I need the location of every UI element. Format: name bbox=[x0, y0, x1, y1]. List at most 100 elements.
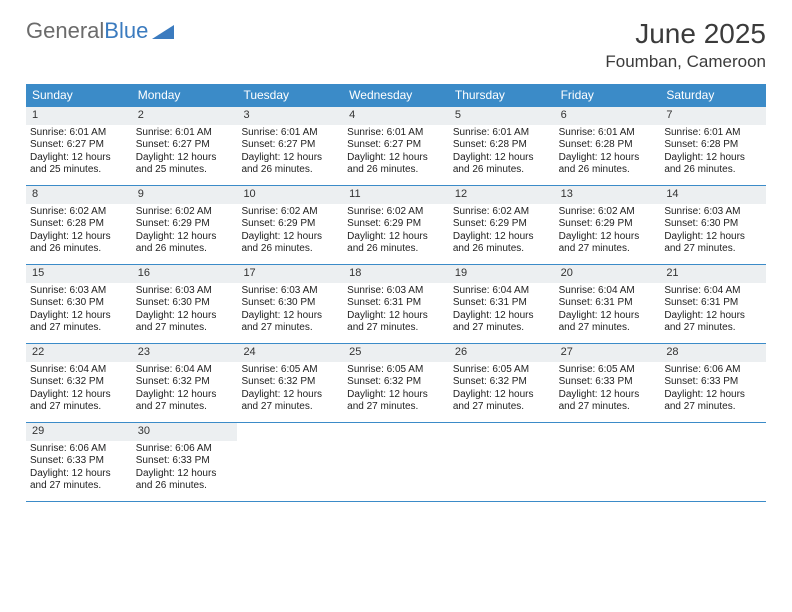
sunrise-text: Sunrise: 6:02 AM bbox=[241, 206, 339, 219]
daylight-line1: Daylight: 12 hours bbox=[136, 310, 234, 323]
day-number: 9 bbox=[132, 186, 238, 204]
daylight-line2: and 27 minutes. bbox=[453, 322, 551, 335]
day-body: Sunrise: 6:04 AMSunset: 6:31 PMDaylight:… bbox=[449, 283, 555, 339]
calendar-day-cell: 16Sunrise: 6:03 AMSunset: 6:30 PMDayligh… bbox=[132, 265, 238, 343]
sunrise-text: Sunrise: 6:01 AM bbox=[664, 127, 762, 140]
day-number: 20 bbox=[555, 265, 661, 283]
day-body: Sunrise: 6:05 AMSunset: 6:32 PMDaylight:… bbox=[237, 362, 343, 418]
sunrise-text: Sunrise: 6:06 AM bbox=[664, 364, 762, 377]
daylight-line2: and 26 minutes. bbox=[30, 243, 128, 256]
day-number: 14 bbox=[660, 186, 766, 204]
day-number: 6 bbox=[555, 107, 661, 125]
sunset-text: Sunset: 6:29 PM bbox=[136, 218, 234, 231]
sunset-text: Sunset: 6:33 PM bbox=[664, 376, 762, 389]
daylight-line1: Daylight: 12 hours bbox=[453, 152, 551, 165]
calendar-day-cell: 14Sunrise: 6:03 AMSunset: 6:30 PMDayligh… bbox=[660, 186, 766, 264]
day-body: Sunrise: 6:02 AMSunset: 6:29 PMDaylight:… bbox=[132, 204, 238, 260]
daylight-line1: Daylight: 12 hours bbox=[241, 310, 339, 323]
calendar-day-cell: 3Sunrise: 6:01 AMSunset: 6:27 PMDaylight… bbox=[237, 107, 343, 185]
daylight-line2: and 27 minutes. bbox=[664, 322, 762, 335]
daylight-line1: Daylight: 12 hours bbox=[136, 152, 234, 165]
sunset-text: Sunset: 6:31 PM bbox=[559, 297, 657, 310]
sunrise-text: Sunrise: 6:05 AM bbox=[559, 364, 657, 377]
calendar-grid: Sunday Monday Tuesday Wednesday Thursday… bbox=[26, 84, 766, 502]
calendar-day-cell: 20Sunrise: 6:04 AMSunset: 6:31 PMDayligh… bbox=[555, 265, 661, 343]
calendar-day-cell: 5Sunrise: 6:01 AMSunset: 6:28 PMDaylight… bbox=[449, 107, 555, 185]
daylight-line2: and 25 minutes. bbox=[30, 164, 128, 177]
calendar-day-cell: 25Sunrise: 6:05 AMSunset: 6:32 PMDayligh… bbox=[343, 344, 449, 422]
calendar-empty-cell bbox=[555, 423, 661, 501]
calendar-empty-cell bbox=[343, 423, 449, 501]
daylight-line1: Daylight: 12 hours bbox=[136, 231, 234, 244]
day-body: Sunrise: 6:05 AMSunset: 6:32 PMDaylight:… bbox=[449, 362, 555, 418]
sunrise-text: Sunrise: 6:01 AM bbox=[453, 127, 551, 140]
calendar-week-row: 29Sunrise: 6:06 AMSunset: 6:33 PMDayligh… bbox=[26, 422, 766, 502]
day-number: 26 bbox=[449, 344, 555, 362]
day-body: Sunrise: 6:01 AMSunset: 6:27 PMDaylight:… bbox=[237, 125, 343, 181]
day-body: Sunrise: 6:05 AMSunset: 6:32 PMDaylight:… bbox=[343, 362, 449, 418]
day-body: Sunrise: 6:04 AMSunset: 6:31 PMDaylight:… bbox=[660, 283, 766, 339]
daylight-line1: Daylight: 12 hours bbox=[241, 389, 339, 402]
calendar-empty-cell bbox=[449, 423, 555, 501]
daylight-line1: Daylight: 12 hours bbox=[559, 389, 657, 402]
calendar-day-cell: 12Sunrise: 6:02 AMSunset: 6:29 PMDayligh… bbox=[449, 186, 555, 264]
brand-part1: General bbox=[26, 18, 104, 44]
day-number: 3 bbox=[237, 107, 343, 125]
calendar-day-cell: 4Sunrise: 6:01 AMSunset: 6:27 PMDaylight… bbox=[343, 107, 449, 185]
day-body: Sunrise: 6:01 AMSunset: 6:27 PMDaylight:… bbox=[343, 125, 449, 181]
sunrise-text: Sunrise: 6:03 AM bbox=[664, 206, 762, 219]
daylight-line1: Daylight: 12 hours bbox=[347, 389, 445, 402]
daylight-line2: and 27 minutes. bbox=[559, 243, 657, 256]
calendar-day-cell: 8Sunrise: 6:02 AMSunset: 6:28 PMDaylight… bbox=[26, 186, 132, 264]
daylight-line2: and 26 minutes. bbox=[453, 243, 551, 256]
day-number: 17 bbox=[237, 265, 343, 283]
daylight-line2: and 26 minutes. bbox=[136, 243, 234, 256]
day-number: 11 bbox=[343, 186, 449, 204]
calendar-day-cell: 30Sunrise: 6:06 AMSunset: 6:33 PMDayligh… bbox=[132, 423, 238, 501]
sunset-text: Sunset: 6:29 PM bbox=[559, 218, 657, 231]
daylight-line1: Daylight: 12 hours bbox=[30, 231, 128, 244]
calendar-day-cell: 17Sunrise: 6:03 AMSunset: 6:30 PMDayligh… bbox=[237, 265, 343, 343]
daylight-line2: and 27 minutes. bbox=[241, 401, 339, 414]
sunset-text: Sunset: 6:32 PM bbox=[136, 376, 234, 389]
daylight-line1: Daylight: 12 hours bbox=[559, 231, 657, 244]
calendar-day-cell: 28Sunrise: 6:06 AMSunset: 6:33 PMDayligh… bbox=[660, 344, 766, 422]
daylight-line1: Daylight: 12 hours bbox=[241, 231, 339, 244]
daylight-line2: and 27 minutes. bbox=[30, 401, 128, 414]
daylight-line1: Daylight: 12 hours bbox=[347, 152, 445, 165]
calendar-weeks: 1Sunrise: 6:01 AMSunset: 6:27 PMDaylight… bbox=[26, 106, 766, 502]
sunrise-text: Sunrise: 6:02 AM bbox=[136, 206, 234, 219]
calendar-page: GeneralBlue June 2025 Foumban, Cameroon … bbox=[0, 0, 792, 612]
day-number: 21 bbox=[660, 265, 766, 283]
calendar-day-cell: 19Sunrise: 6:04 AMSunset: 6:31 PMDayligh… bbox=[449, 265, 555, 343]
daylight-line2: and 27 minutes. bbox=[453, 401, 551, 414]
sunrise-text: Sunrise: 6:01 AM bbox=[241, 127, 339, 140]
daylight-line2: and 27 minutes. bbox=[30, 480, 128, 493]
sunset-text: Sunset: 6:30 PM bbox=[664, 218, 762, 231]
calendar-day-cell: 23Sunrise: 6:04 AMSunset: 6:32 PMDayligh… bbox=[132, 344, 238, 422]
sunset-text: Sunset: 6:32 PM bbox=[241, 376, 339, 389]
sunset-text: Sunset: 6:32 PM bbox=[347, 376, 445, 389]
sunrise-text: Sunrise: 6:01 AM bbox=[30, 127, 128, 140]
day-body: Sunrise: 6:02 AMSunset: 6:29 PMDaylight:… bbox=[449, 204, 555, 260]
sunrise-text: Sunrise: 6:05 AM bbox=[453, 364, 551, 377]
day-number: 16 bbox=[132, 265, 238, 283]
daylight-line2: and 26 minutes. bbox=[347, 243, 445, 256]
day-body: Sunrise: 6:04 AMSunset: 6:32 PMDaylight:… bbox=[26, 362, 132, 418]
day-body: Sunrise: 6:01 AMSunset: 6:28 PMDaylight:… bbox=[660, 125, 766, 181]
sunset-text: Sunset: 6:31 PM bbox=[664, 297, 762, 310]
calendar-day-cell: 11Sunrise: 6:02 AMSunset: 6:29 PMDayligh… bbox=[343, 186, 449, 264]
daylight-line2: and 27 minutes. bbox=[136, 322, 234, 335]
daylight-line1: Daylight: 12 hours bbox=[664, 310, 762, 323]
sunrise-text: Sunrise: 6:03 AM bbox=[347, 285, 445, 298]
sunset-text: Sunset: 6:28 PM bbox=[30, 218, 128, 231]
sunrise-text: Sunrise: 6:03 AM bbox=[241, 285, 339, 298]
sunset-text: Sunset: 6:29 PM bbox=[347, 218, 445, 231]
calendar-empty-cell bbox=[660, 423, 766, 501]
daylight-line2: and 27 minutes. bbox=[136, 401, 234, 414]
calendar-week-row: 1Sunrise: 6:01 AMSunset: 6:27 PMDaylight… bbox=[26, 106, 766, 185]
day-number: 4 bbox=[343, 107, 449, 125]
weekday-header: Monday bbox=[132, 84, 238, 106]
day-body: Sunrise: 6:05 AMSunset: 6:33 PMDaylight:… bbox=[555, 362, 661, 418]
sunrise-text: Sunrise: 6:05 AM bbox=[347, 364, 445, 377]
